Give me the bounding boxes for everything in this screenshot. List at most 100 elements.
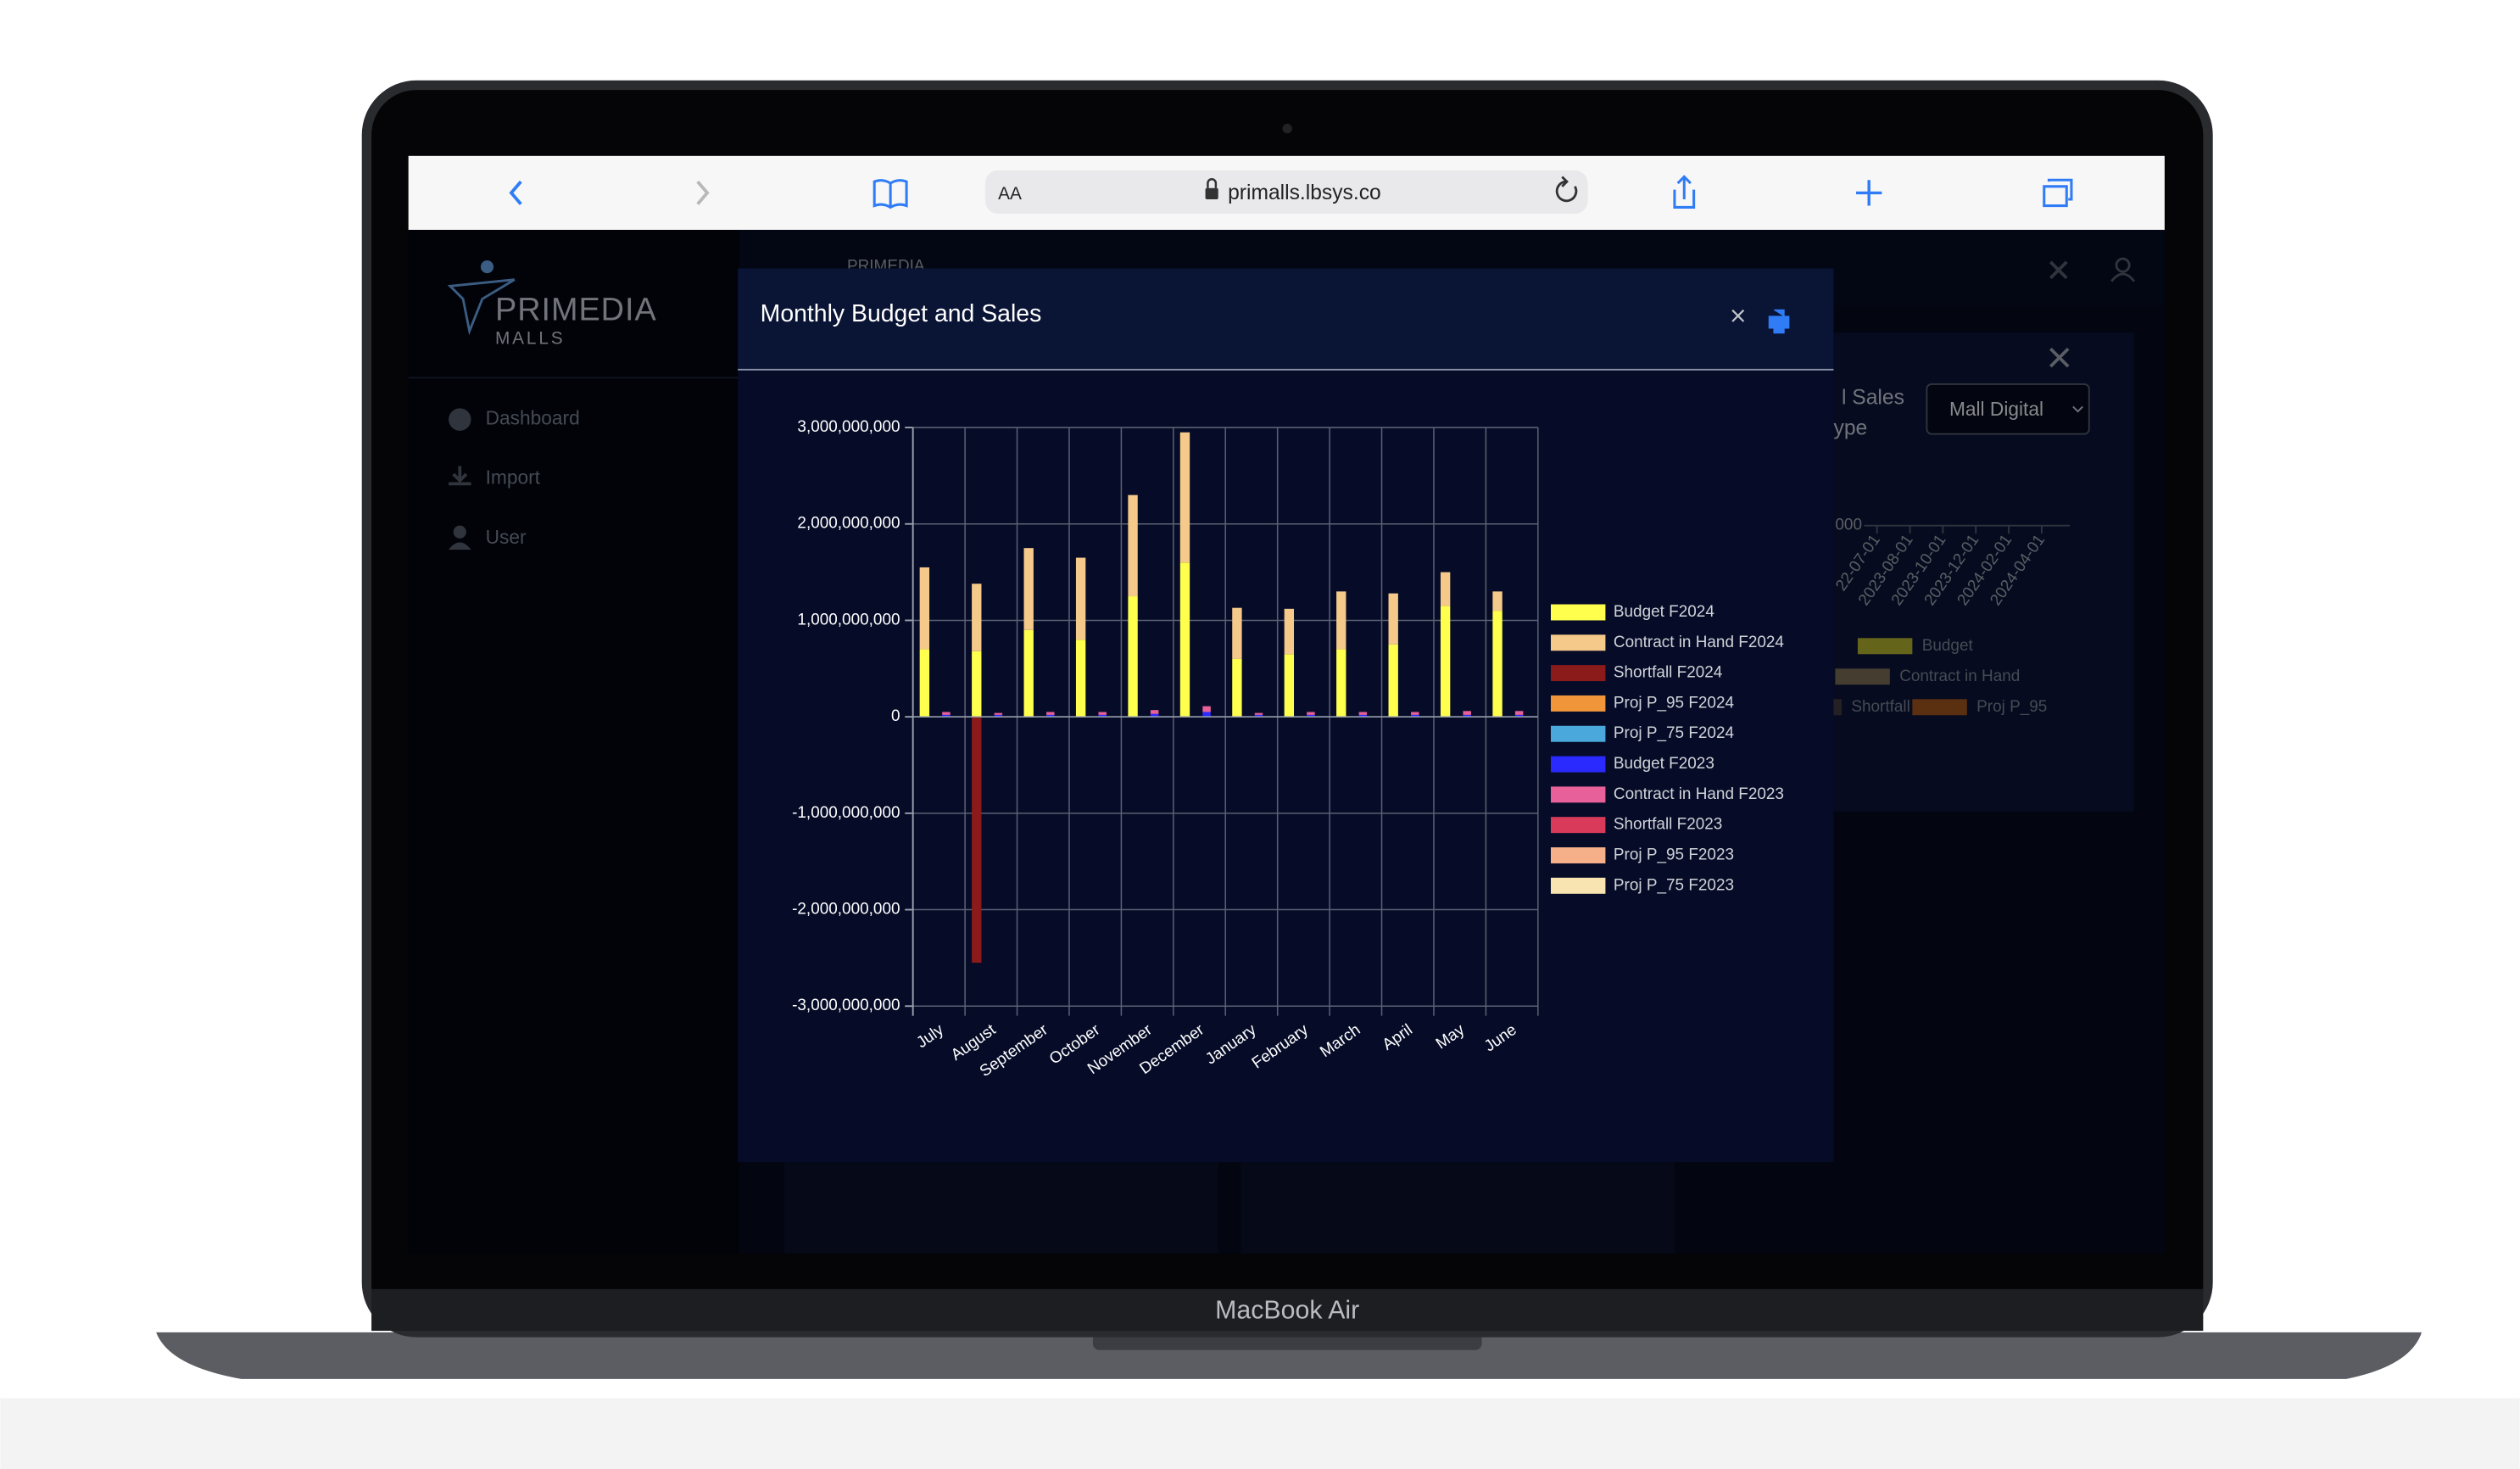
bar-segment bbox=[1411, 712, 1419, 715]
address-bar[interactable] bbox=[984, 170, 1588, 215]
bar-segment bbox=[1023, 629, 1034, 718]
text-size-button[interactable]: AA bbox=[998, 184, 1022, 204]
bg-card bbox=[1240, 1162, 1675, 1254]
logo-star bbox=[447, 278, 516, 336]
legend-label: Proj P_75 F2024 bbox=[1614, 724, 1734, 742]
close-button[interactable] bbox=[1731, 309, 1745, 322]
y-tick-label: 0 bbox=[891, 707, 900, 725]
reload-button[interactable] bbox=[1555, 176, 1578, 203]
user-icon bbox=[453, 525, 466, 539]
profile-button[interactable] bbox=[2115, 257, 2131, 273]
bar-segment bbox=[942, 714, 951, 718]
legend-swatch bbox=[1550, 756, 1606, 773]
bar-segment bbox=[942, 712, 951, 715]
url: primalls.lbsys.co bbox=[1228, 182, 1381, 204]
print-button[interactable] bbox=[1768, 309, 1790, 334]
dropdown-value: Mall Digital bbox=[1949, 398, 2043, 420]
bar-segment bbox=[1463, 714, 1471, 718]
fullscreen-button[interactable] bbox=[2049, 260, 2068, 280]
y-tick-label: -3,000,000,000 bbox=[792, 997, 900, 1014]
bar-segment bbox=[919, 649, 930, 718]
bar-segment bbox=[1254, 712, 1263, 715]
bar-segment bbox=[1150, 713, 1159, 718]
legend-label: Budget F2024 bbox=[1614, 603, 1714, 621]
legend-swatch bbox=[1550, 847, 1606, 863]
bar-segment bbox=[972, 651, 982, 718]
panel-legend-label: Contract in Hand bbox=[1899, 667, 2020, 685]
share-button[interactable] bbox=[1673, 175, 1696, 209]
bg-card bbox=[784, 1162, 1218, 1254]
legend-label: Shortfall F2023 bbox=[1614, 816, 1722, 834]
y-tick-label: 3,000,000,000 bbox=[797, 418, 900, 436]
bar-segment bbox=[1492, 611, 1503, 718]
legend-swatch bbox=[1550, 786, 1606, 803]
panel-legend-label: Shortfall bbox=[1851, 698, 1910, 716]
modal-title: Monthly Budget and Sales bbox=[761, 300, 1042, 327]
panel-expand[interactable] bbox=[2049, 347, 2070, 368]
bar-segment bbox=[1232, 607, 1242, 659]
lock-icon bbox=[1205, 187, 1218, 199]
bar-segment bbox=[1358, 712, 1368, 715]
bar-segment bbox=[1098, 712, 1107, 715]
device-label: MacBook Air bbox=[1215, 1296, 1359, 1324]
bar-segment bbox=[1202, 706, 1211, 712]
nav-item[interactable]: User bbox=[486, 526, 527, 548]
legend-swatch bbox=[1550, 604, 1606, 621]
legend-label: Budget F2023 bbox=[1614, 755, 1714, 773]
dropdown[interactable] bbox=[1926, 383, 2090, 435]
legend-label: Proj P_75 F2023 bbox=[1614, 876, 1734, 894]
legend-swatch bbox=[1550, 877, 1606, 894]
bar-segment bbox=[1307, 714, 1315, 718]
bar-segment bbox=[919, 567, 930, 650]
nav-item[interactable]: Dashboard bbox=[486, 407, 580, 429]
bar-segment bbox=[1284, 608, 1295, 655]
bar-segment bbox=[1046, 712, 1055, 715]
nav-item[interactable]: Import bbox=[486, 466, 541, 489]
dashboard-icon bbox=[449, 408, 471, 431]
legend-swatch bbox=[1550, 817, 1606, 834]
legend-label: Contract in Hand F2024 bbox=[1614, 634, 1784, 651]
bar-segment bbox=[1128, 596, 1138, 718]
panel-legend-swatch bbox=[1835, 668, 1890, 685]
bezel-bottom bbox=[371, 1288, 2204, 1332]
new-tab-button[interactable] bbox=[1856, 180, 1882, 206]
bar-segment bbox=[1514, 714, 1524, 718]
bar-segment bbox=[1023, 548, 1034, 630]
bar-segment bbox=[1046, 714, 1055, 718]
bar-segment bbox=[1358, 714, 1368, 718]
floor-shadow bbox=[0, 1398, 2520, 1469]
panel-legend-swatch bbox=[1912, 699, 1967, 716]
forward-button[interactable] bbox=[696, 180, 710, 205]
sidebar bbox=[408, 229, 740, 1254]
legend-label: Proj P_95 F2023 bbox=[1614, 846, 1734, 864]
bookmarks-button[interactable] bbox=[873, 179, 908, 209]
dropdown-caret bbox=[2072, 405, 2083, 413]
laptop-base bbox=[156, 1332, 2422, 1379]
y-tick-label: 2,000,000,000 bbox=[797, 515, 900, 533]
panel-axis-label: 000 bbox=[1835, 517, 1862, 534]
back-button[interactable] bbox=[509, 180, 522, 205]
lock-shackle bbox=[1207, 178, 1218, 188]
logo-subtext: MALLS bbox=[495, 328, 566, 348]
legend-swatch bbox=[1550, 634, 1606, 651]
y-tick-label: -1,000,000,000 bbox=[792, 804, 900, 822]
tabs-button[interactable] bbox=[2043, 178, 2073, 208]
legend-label: Proj P_95 F2024 bbox=[1614, 694, 1734, 712]
bar-segment bbox=[994, 714, 1003, 718]
bar-segment bbox=[1150, 710, 1159, 714]
import-icon bbox=[449, 466, 471, 486]
legend-swatch bbox=[1550, 695, 1606, 712]
app: PRIMEDIA MALLS Dashboard Import User PRI… bbox=[408, 229, 2165, 1254]
bar-segment bbox=[972, 717, 982, 964]
logo-dot bbox=[480, 260, 494, 274]
bar-segment bbox=[1179, 562, 1190, 718]
bar-segment bbox=[1307, 712, 1315, 715]
bar-segment bbox=[972, 584, 982, 651]
bar-segment bbox=[1284, 654, 1295, 718]
bar-segment bbox=[1075, 557, 1086, 640]
bar-segment bbox=[1514, 711, 1524, 715]
bar-segment bbox=[1098, 714, 1107, 718]
bar-segment bbox=[1128, 494, 1138, 597]
